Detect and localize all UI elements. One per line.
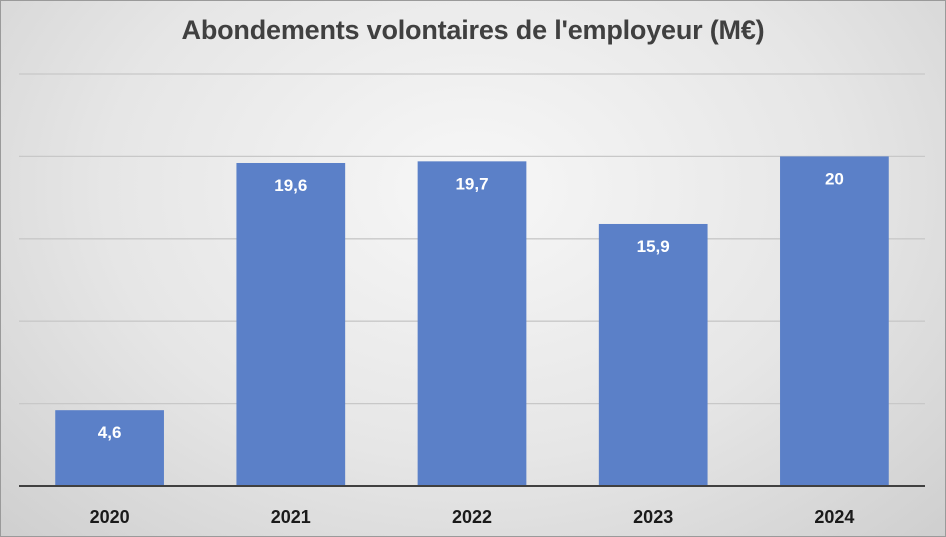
- data-label-2023: 15,9: [637, 237, 670, 256]
- x-tick-label-2022: 2022: [452, 507, 492, 527]
- chart-title: Abondements volontaires de l'employeur (…: [181, 15, 765, 45]
- x-tick-label-2024: 2024: [814, 507, 854, 527]
- data-label-2024: 20: [825, 169, 844, 188]
- bar-2020: [55, 410, 164, 486]
- bar-2024: [780, 156, 889, 486]
- bar-2023: [598, 223, 708, 486]
- bar-2022: [417, 161, 527, 486]
- data-label-2021: 19,6: [274, 176, 307, 195]
- x-tick-label-2023: 2023: [633, 507, 673, 527]
- x-tick-label-2020: 2020: [90, 507, 130, 527]
- data-label-2022: 19,7: [455, 174, 488, 193]
- data-label-2020: 4,6: [98, 423, 122, 442]
- x-tick-label-2021: 2021: [271, 507, 311, 527]
- bar-2021: [236, 162, 346, 486]
